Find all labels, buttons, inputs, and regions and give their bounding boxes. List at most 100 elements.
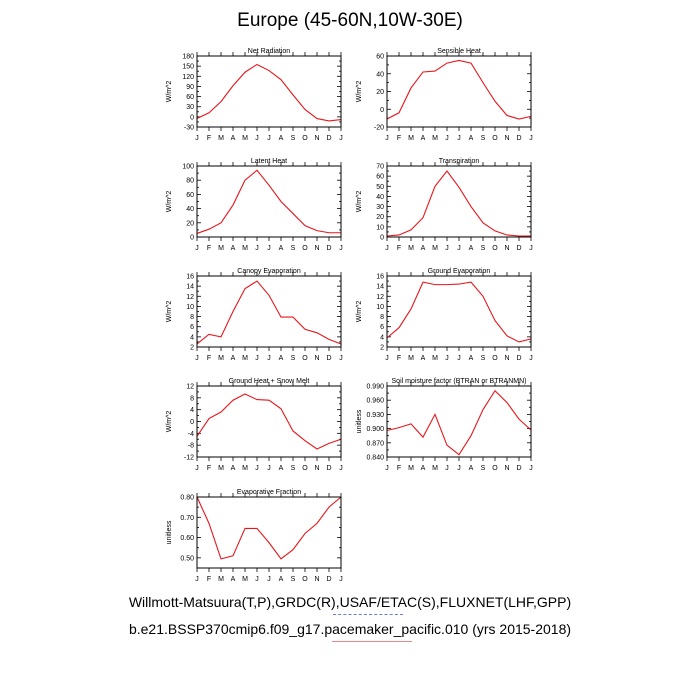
x-tick-label: M	[242, 465, 248, 472]
y-tick-label: 0	[190, 419, 194, 426]
x-tick-label: O	[492, 135, 498, 142]
x-tick-label: O	[302, 245, 308, 252]
x-tick-label: M	[408, 465, 414, 472]
chart-title: Ground Evaporation	[428, 268, 491, 275]
x-tick-label: J	[339, 135, 343, 142]
x-tick-label: J	[339, 576, 343, 583]
spellcheck-underline	[332, 641, 412, 642]
plot-frame	[196, 275, 342, 348]
y-tick-label: 2	[380, 345, 384, 352]
spellcheck-underline	[333, 614, 403, 615]
y-tick-label: 70	[376, 164, 384, 171]
y-axis-label: W/m^2	[166, 411, 173, 433]
x-tick-label: A	[469, 135, 474, 142]
x-tick-label: J	[457, 135, 461, 142]
x-tick-label: J	[385, 465, 389, 472]
x-tick-label: S	[481, 465, 486, 472]
x-tick-label: A	[231, 465, 236, 472]
x-tick-label: A	[421, 245, 426, 252]
x-tick-label: N	[314, 355, 319, 362]
x-tick-label: F	[207, 135, 211, 142]
y-tick-label: 0	[190, 235, 194, 242]
y-axis-label: W/m^2	[356, 301, 363, 323]
x-tick-label: A	[279, 465, 284, 472]
x-tick-label: D	[326, 245, 331, 252]
y-axis-label: unitless	[166, 520, 173, 544]
x-tick-label: M	[242, 355, 248, 362]
x-tick-label: J	[529, 135, 533, 142]
y-tick-label: 4	[380, 334, 384, 341]
x-tick-label: F	[397, 465, 401, 472]
x-tick-label: J	[339, 355, 343, 362]
x-tick-label: S	[291, 355, 296, 362]
x-tick-label: A	[279, 355, 284, 362]
plot-frame	[386, 55, 532, 128]
y-axis-label: W/m^2	[356, 191, 363, 213]
x-tick-label: D	[516, 135, 521, 142]
x-tick-label: J	[457, 245, 461, 252]
y-tick-label: -12	[184, 455, 194, 462]
x-tick-label: A	[421, 465, 426, 472]
y-tick-label: 30	[186, 104, 194, 111]
x-tick-label: M	[242, 135, 248, 142]
x-tick-label: F	[207, 355, 211, 362]
x-tick-label: S	[291, 465, 296, 472]
y-tick-label: 12	[186, 294, 194, 301]
y-axis-label: W/m^2	[166, 191, 173, 213]
x-tick-label: N	[504, 135, 509, 142]
y-tick-label: 8	[380, 314, 384, 321]
x-tick-label: A	[279, 135, 284, 142]
y-axis-label: W/m^2	[166, 301, 173, 323]
plot-frame	[196, 496, 342, 569]
x-tick-label: N	[314, 135, 319, 142]
y-tick-label: 120	[182, 74, 194, 81]
y-tick-label: -30	[184, 125, 194, 132]
y-tick-label: 10	[186, 304, 194, 311]
x-tick-label: M	[242, 245, 248, 252]
x-tick-label: J	[529, 355, 533, 362]
y-tick-label: 150	[182, 64, 194, 71]
series-line	[196, 169, 341, 234]
y-tick-label: 0	[380, 235, 384, 242]
x-tick-label: A	[469, 465, 474, 472]
x-tick-label: M	[432, 355, 438, 362]
y-tick-label: 20	[376, 214, 384, 221]
y-tick-label: 6	[380, 324, 384, 331]
x-tick-label: S	[481, 355, 486, 362]
x-tick-label: A	[421, 135, 426, 142]
x-tick-label: J	[385, 355, 389, 362]
x-tick-label: J	[457, 355, 461, 362]
x-tick-label: J	[445, 135, 449, 142]
y-tick-label: 0.80	[180, 495, 194, 502]
y-tick-label: 14	[376, 284, 384, 291]
y-tick-label: 60	[186, 192, 194, 199]
main-title: Europe (45-60N,10W-30E)	[237, 10, 463, 31]
y-tick-label: 12	[186, 384, 194, 391]
x-tick-label: J	[529, 465, 533, 472]
series-line	[196, 280, 342, 345]
y-tick-label: -4	[188, 431, 194, 438]
x-tick-label: F	[397, 135, 401, 142]
y-tick-label: 10	[376, 224, 384, 231]
chart-title: Net Radiation	[248, 48, 291, 55]
x-tick-label: O	[302, 355, 308, 362]
y-tick-label: 14	[186, 284, 194, 291]
x-tick-label: A	[279, 576, 284, 583]
plot-frame	[386, 165, 532, 238]
y-axis-label: unitless	[356, 409, 363, 433]
x-tick-label: S	[291, 245, 296, 252]
series-line	[196, 496, 342, 560]
y-tick-label: 0.960	[366, 398, 384, 405]
x-tick-label: F	[207, 465, 211, 472]
plot-frame	[386, 275, 532, 348]
x-tick-label: N	[314, 465, 319, 472]
x-tick-label: O	[302, 135, 308, 142]
x-tick-label: J	[267, 355, 271, 362]
x-tick-label: J	[267, 245, 271, 252]
x-tick-label: J	[529, 245, 533, 252]
y-tick-label: 60	[376, 174, 384, 181]
